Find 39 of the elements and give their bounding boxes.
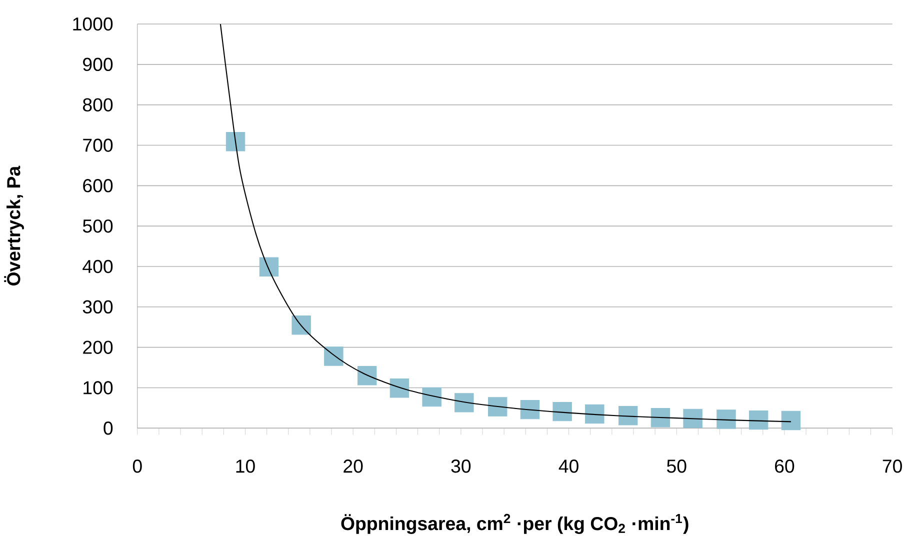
point [488,397,508,416]
y-tick-label: 900 [83,58,113,71]
point [226,132,246,152]
x-tick-label: 60 [775,459,794,473]
x-tick-label: 50 [666,459,686,473]
y-tick-label: 600 [83,178,113,192]
x-tick-label: 30 [451,459,471,473]
point [585,404,604,424]
point [520,400,540,420]
y-tick-label: 300 [82,300,113,314]
point [390,378,410,398]
y-tick-label: 200 [83,340,113,354]
point [259,257,279,276]
y-axis-title: Övertryck, Pa [4,166,24,286]
y-tick-label: 500 [82,219,113,233]
x-tick-label: 70 [882,459,902,473]
x-tick-label: 40 [558,459,578,473]
point [422,387,442,407]
y-tick-label: 400 [82,260,113,274]
x-axis-title: Öppningsarea, cm$^{2}$ ·per (kg CO$_{2}$ ·min$^{-1}$) [341,514,688,534]
x-tick-label: 20 [344,459,363,473]
point [748,410,768,430]
y-tick-label: 700 [83,138,113,152]
y-tick-label: 1000 [73,17,113,31]
y-tick-label: 800 [83,98,113,112]
point [552,402,572,422]
point [618,406,638,426]
point [324,346,344,366]
x-tick-label: 0 [132,459,142,473]
point [454,392,474,412]
y-tick-label: 0 [104,421,113,435]
x-tick-label: 10 [236,459,255,473]
y-tick-label: 100 [84,381,113,394]
point [650,408,670,428]
point [357,366,377,386]
point [683,408,702,428]
point [716,410,736,429]
point [292,315,311,335]
point [781,410,801,430]
